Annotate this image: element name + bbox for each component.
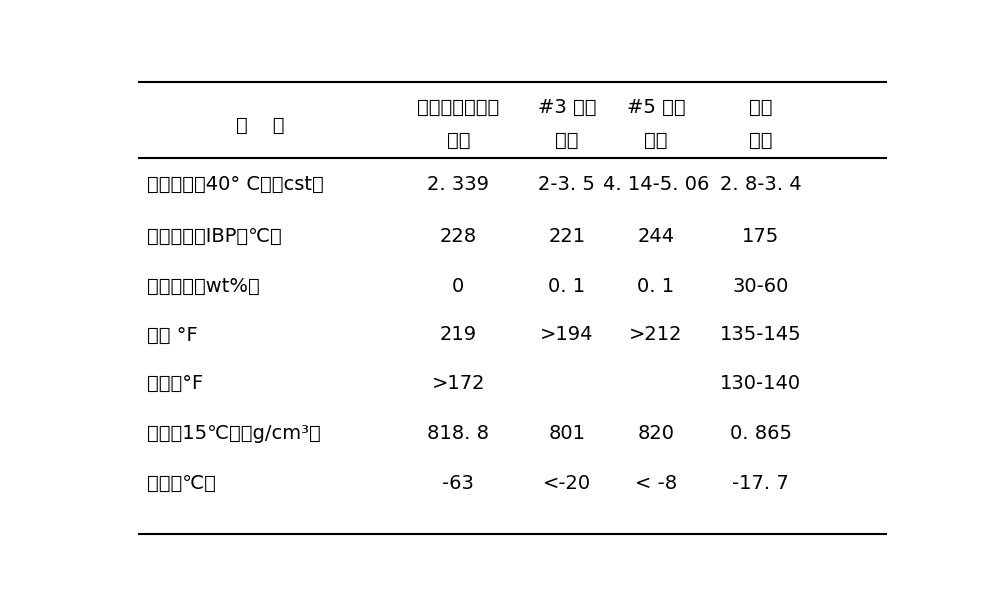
Text: -63: -63 xyxy=(442,474,474,493)
Text: 2-3. 5: 2-3. 5 xyxy=(538,174,595,193)
Text: 2. 8-3. 4: 2. 8-3. 4 xyxy=(720,174,801,193)
Text: >194: >194 xyxy=(540,326,594,345)
Text: 175: 175 xyxy=(742,227,779,246)
Text: 柴油: 柴油 xyxy=(749,98,772,117)
Text: 130-140: 130-140 xyxy=(720,375,801,393)
Text: 沸点范围，IBP（℃）: 沸点范围，IBP（℃） xyxy=(147,227,281,246)
Text: 倾点（℃）: 倾点（℃） xyxy=(147,474,216,493)
Text: >172: >172 xyxy=(432,375,485,393)
Text: 芜烃含量（wt%）: 芜烃含量（wt%） xyxy=(147,277,259,296)
Text: 0. 1: 0. 1 xyxy=(548,277,585,296)
Text: 规格: 规格 xyxy=(555,131,578,149)
Text: 0: 0 xyxy=(452,277,464,296)
Text: 性    能: 性 能 xyxy=(236,116,285,135)
Text: 219: 219 xyxy=(440,326,477,345)
Text: 2. 339: 2. 339 xyxy=(427,174,489,193)
Text: 228: 228 xyxy=(440,227,477,246)
Text: 30-60: 30-60 xyxy=(732,277,789,296)
Text: 221: 221 xyxy=(548,227,585,246)
Text: 新型生物合成油: 新型生物合成油 xyxy=(417,98,499,117)
Text: >212: >212 xyxy=(629,326,683,345)
Text: #5 白油: #5 白油 xyxy=(627,98,685,117)
Text: 闪点 °F: 闪点 °F xyxy=(147,326,197,345)
Text: 244: 244 xyxy=(637,227,674,246)
Text: -17. 7: -17. 7 xyxy=(732,474,789,493)
Text: 801: 801 xyxy=(548,424,585,443)
Text: 密度（15℃）（g/cm³）: 密度（15℃）（g/cm³） xyxy=(147,424,320,443)
Text: 运动粘度（40° C）（cst）: 运动粘度（40° C）（cst） xyxy=(147,174,323,193)
Text: 苯胺点°F: 苯胺点°F xyxy=(147,375,203,393)
Text: 规格: 规格 xyxy=(749,131,772,149)
Text: 规格: 规格 xyxy=(446,131,470,149)
Text: 0. 865: 0. 865 xyxy=(730,424,792,443)
Text: <-20: <-20 xyxy=(543,474,591,493)
Text: 4. 14-5. 06: 4. 14-5. 06 xyxy=(603,174,709,193)
Text: 820: 820 xyxy=(637,424,674,443)
Text: 818. 8: 818. 8 xyxy=(427,424,489,443)
Text: 135-145: 135-145 xyxy=(720,326,801,345)
Text: 0. 1: 0. 1 xyxy=(637,277,674,296)
Text: 规格: 规格 xyxy=(644,131,668,149)
Text: < -8: < -8 xyxy=(635,474,677,493)
Text: #3 白油: #3 白油 xyxy=(538,98,596,117)
